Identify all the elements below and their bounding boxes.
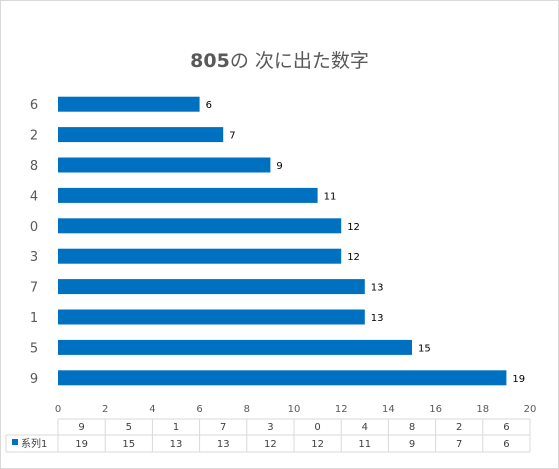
bar-1	[58, 309, 365, 325]
x-tick-label-10: 10	[288, 404, 301, 415]
table-value-1: 13	[170, 439, 183, 450]
category-label-7: 7	[30, 281, 38, 296]
data-label-7: 13	[371, 283, 384, 294]
category-label-3: 3	[30, 250, 38, 265]
x-tick-label-12: 12	[335, 404, 348, 415]
bar-8	[58, 157, 271, 173]
table-header-5: 5	[126, 422, 132, 433]
table-header-7: 7	[220, 422, 226, 433]
x-tick-label-18: 18	[476, 404, 489, 415]
table-value-6: 6	[503, 439, 509, 450]
bar-4	[58, 187, 318, 203]
chart-title-text: の 次に出た数字	[229, 50, 369, 72]
x-tick-label-4: 4	[149, 404, 155, 415]
chart-title-number: 805	[190, 50, 230, 72]
x-tick-label-20: 20	[524, 404, 537, 415]
bar-7	[58, 279, 365, 295]
data-label-3: 12	[347, 252, 360, 263]
data-label-6: 6	[206, 100, 212, 111]
table-value-3: 12	[264, 439, 277, 450]
data-label-8: 9	[276, 161, 282, 172]
series-name: 系列1	[21, 437, 47, 450]
data-label-1: 13	[371, 313, 384, 324]
category-label-0: 0	[30, 220, 38, 235]
x-tick-label-6: 6	[196, 404, 202, 415]
data-label-5: 15	[418, 343, 431, 354]
table-header-4: 4	[362, 422, 368, 433]
category-label-1: 1	[30, 311, 38, 326]
table-value-8: 9	[409, 439, 415, 450]
bar-5	[58, 339, 412, 355]
data-label-9: 19	[512, 374, 525, 385]
bar-0	[58, 218, 342, 234]
x-tick-label-16: 16	[429, 404, 442, 415]
category-label-9: 9	[30, 372, 38, 387]
bar-9	[58, 370, 507, 386]
table-header-3: 3	[267, 422, 273, 433]
table-value-0: 12	[311, 439, 324, 450]
table-value-4: 11	[358, 439, 371, 450]
category-label-5: 5	[30, 341, 38, 356]
x-tick-label-14: 14	[382, 404, 395, 415]
table-header-0: 0	[314, 422, 320, 433]
category-label-4: 4	[30, 189, 38, 204]
category-label-8: 8	[30, 159, 38, 174]
table-header-6: 6	[503, 422, 509, 433]
chart-title: 805の 次に出た数字	[0, 46, 559, 73]
table-header-1: 1	[173, 422, 179, 433]
table-header-9: 9	[78, 422, 84, 433]
table-value-9: 19	[75, 439, 88, 450]
x-tick-label-0: 0	[55, 404, 61, 415]
legend-key	[12, 439, 18, 445]
x-tick-label-2: 2	[102, 404, 108, 415]
category-label-6: 6	[30, 98, 38, 113]
data-label-0: 12	[347, 222, 360, 233]
x-tick-label-8: 8	[244, 404, 250, 415]
table-value-5: 15	[122, 439, 135, 450]
bar-2	[58, 127, 224, 143]
bar-6	[58, 96, 200, 112]
table-value-2: 7	[456, 439, 462, 450]
table-header-2: 2	[456, 422, 462, 433]
table-header-8: 8	[409, 422, 415, 433]
bar-3	[58, 248, 342, 264]
data-label-2: 7	[229, 131, 235, 142]
data-label-4: 11	[324, 191, 337, 202]
category-label-2: 2	[30, 129, 38, 144]
table-value-7: 13	[217, 439, 230, 450]
